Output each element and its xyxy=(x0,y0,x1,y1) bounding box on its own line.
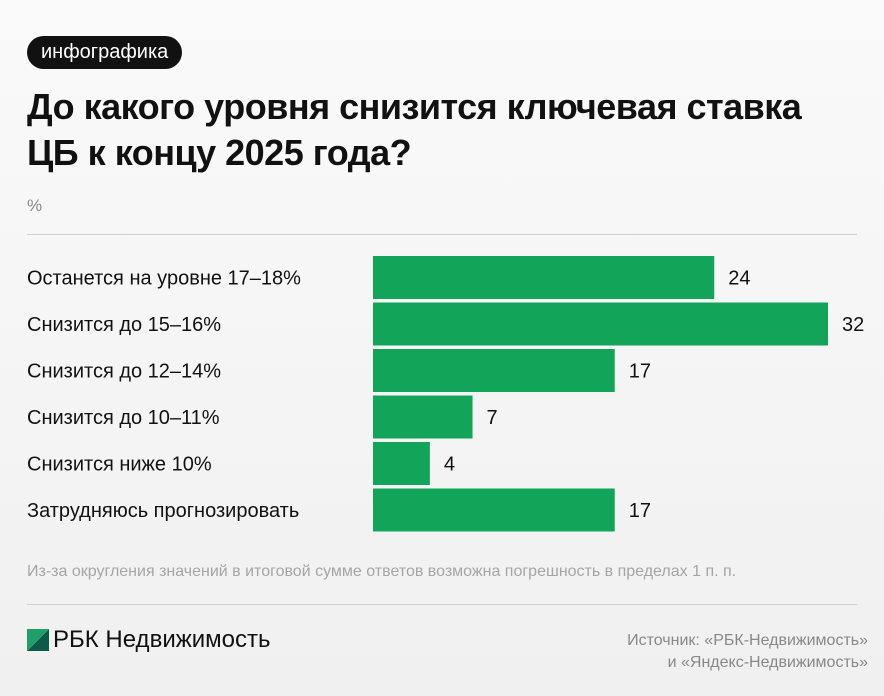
bar xyxy=(373,442,430,485)
logo-text: РБК Недвижимость xyxy=(53,626,271,653)
bar xyxy=(373,349,615,392)
value-label: 4 xyxy=(444,454,455,476)
category-label: Затрудняюсь прогнозировать xyxy=(27,500,299,522)
value-label: 17 xyxy=(629,361,651,383)
value-label: 24 xyxy=(728,268,750,290)
logo: РБК Недвижимость xyxy=(27,626,271,654)
source: Источник: «РБК-Недвижимость» и «Яндекс-Н… xyxy=(627,630,868,674)
bar xyxy=(373,256,715,299)
unit-label: % xyxy=(27,196,43,215)
footnote: Из-за округления значений в итоговой сум… xyxy=(27,563,737,580)
source-line-2: и «Яндекс-Недвижимость» xyxy=(667,654,868,671)
value-label: 7 xyxy=(487,407,498,429)
logo-icon xyxy=(27,629,49,651)
bar xyxy=(373,302,828,346)
category-label: Снизится до 15–16% xyxy=(27,314,221,336)
bar-chart: Останется на уровне 17–18% 24 Снизится до … xyxy=(27,256,864,532)
top-divider xyxy=(27,234,857,235)
bottom-divider xyxy=(27,604,857,605)
bar xyxy=(373,395,473,439)
bar xyxy=(373,488,615,532)
category-tag: инфографика xyxy=(27,36,183,69)
category-label: Снизится до 10–11% xyxy=(27,407,220,429)
category-label: Снизится до 12–14% xyxy=(27,361,221,383)
category-label: Снизится ниже 10% xyxy=(27,454,212,476)
category-label: Останется на уровне 17–18% xyxy=(27,268,301,290)
value-label: 32 xyxy=(842,314,864,336)
source-line-1: Источник: «РБК-Недвижимость» xyxy=(627,632,868,649)
value-label: 17 xyxy=(629,500,651,522)
chart-title: До какого уровня снизится ключевая ставк… xyxy=(27,86,802,173)
